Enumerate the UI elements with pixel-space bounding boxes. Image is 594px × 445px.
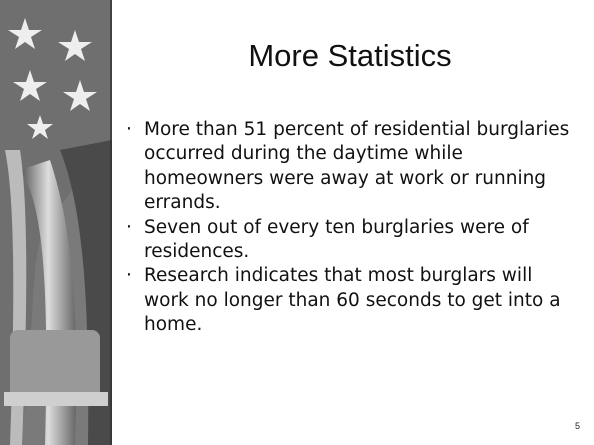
page-number: 5	[575, 421, 580, 431]
slide-title: More Statistics	[120, 38, 580, 74]
bullet: More than 51 percent of residential burg…	[124, 118, 580, 216]
bullet: Research indicates that most burglars wi…	[124, 264, 580, 337]
bullet-list: More than 51 percent of residential burg…	[124, 118, 580, 338]
bullet: Seven out of every ten burglaries were o…	[124, 216, 580, 265]
flag-banner	[0, 0, 112, 445]
slide: More Statistics More than 51 percent of …	[0, 0, 594, 445]
